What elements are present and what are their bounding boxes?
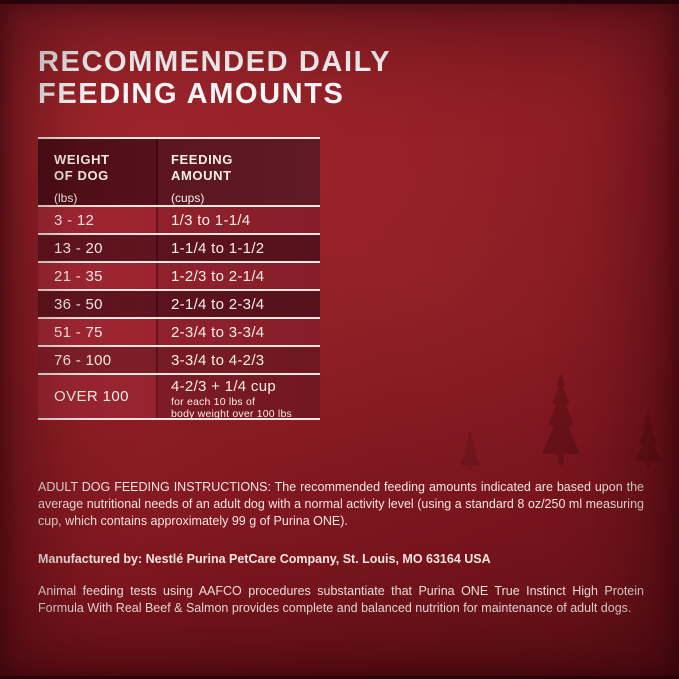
weight-cell: 36 - 50 (38, 291, 158, 317)
table-header-row: WEIGHT OF DOG (lbs) FEEDING AMOUNT (cups… (38, 139, 320, 207)
pine-tree-silhouette (634, 412, 662, 468)
amount-cell: 3-3/4 to 4-2/3 (158, 347, 320, 373)
weight-cell: 13 - 20 (38, 235, 158, 261)
feeding-instructions-text: ADULT DOG FEEDING INSTRUCTIONS: The reco… (38, 479, 644, 528)
table-row: 36 - 50 2-1/4 to 2-3/4 (38, 291, 320, 319)
manufacturer-text: Manufactured by: Nestlé Purina PetCare C… (38, 551, 491, 566)
weight-cell: OVER 100 (38, 375, 158, 418)
amount-cell: 2-3/4 to 3-3/4 (158, 319, 320, 345)
table-row: 76 - 100 3-3/4 to 4-2/3 (38, 347, 320, 375)
page-title: RECOMMENDED DAILY FEEDING AMOUNTS (38, 46, 391, 110)
weight-column-title-line1: WEIGHT (54, 152, 110, 167)
page-title-line1: RECOMMENDED DAILY (38, 46, 392, 78)
weight-cell: 3 - 12 (38, 207, 158, 233)
amount-cell: 1-1/4 to 1-1/2 (158, 235, 320, 261)
weight-column-unit: (lbs) (54, 191, 78, 205)
page-title-line2: FEEDING AMOUNTS (38, 78, 345, 110)
amount-note-line1: for each 10 lbs of (171, 396, 256, 408)
amount-value: 4-2/3 + 1/4 cup (171, 378, 276, 395)
feeding-table: WEIGHT OF DOG (lbs) FEEDING AMOUNT (cups… (38, 137, 320, 420)
amount-column-unit: (cups) (171, 191, 205, 205)
bottom-edge-shadow (0, 676, 679, 679)
amount-cell: 2-1/4 to 2-3/4 (158, 291, 320, 317)
weight-cell: 51 - 75 (38, 319, 158, 345)
top-edge-shadow (0, 0, 679, 4)
amount-cell: 4-2/3 + 1/4 cup for each 10 lbs of body … (158, 375, 320, 420)
aafco-statement-text: Animal feeding tests using AAFCO procedu… (38, 583, 644, 615)
amount-column-title-line1: FEEDING (171, 152, 233, 167)
weight-cell: 21 - 35 (38, 263, 158, 289)
table-row: 3 - 12 1/3 to 1-1/4 (38, 207, 320, 235)
amount-cell: 1-2/3 to 2-1/4 (158, 263, 320, 289)
table-row: OVER 100 4-2/3 + 1/4 cup for each 10 lbs… (38, 375, 320, 420)
pine-tree-silhouette (459, 430, 481, 470)
amount-note-line2: body weight over 100 lbs (171, 408, 292, 420)
weight-cell: 76 - 100 (38, 347, 158, 373)
header-cell-weight: WEIGHT OF DOG (lbs) (38, 139, 158, 205)
weight-column-title-line2: OF DOG (54, 168, 109, 183)
table-row: 51 - 75 2-3/4 to 3-3/4 (38, 319, 320, 347)
table-row: 13 - 20 1-1/4 to 1-1/2 (38, 235, 320, 263)
amount-column-title-line2: AMOUNT (171, 168, 232, 183)
table-row: 21 - 35 1-2/3 to 2-1/4 (38, 263, 320, 291)
pine-tree-silhouette (541, 373, 581, 465)
header-cell-amount: FEEDING AMOUNT (cups) (158, 139, 320, 205)
amount-cell: 1/3 to 1-1/4 (158, 207, 320, 233)
